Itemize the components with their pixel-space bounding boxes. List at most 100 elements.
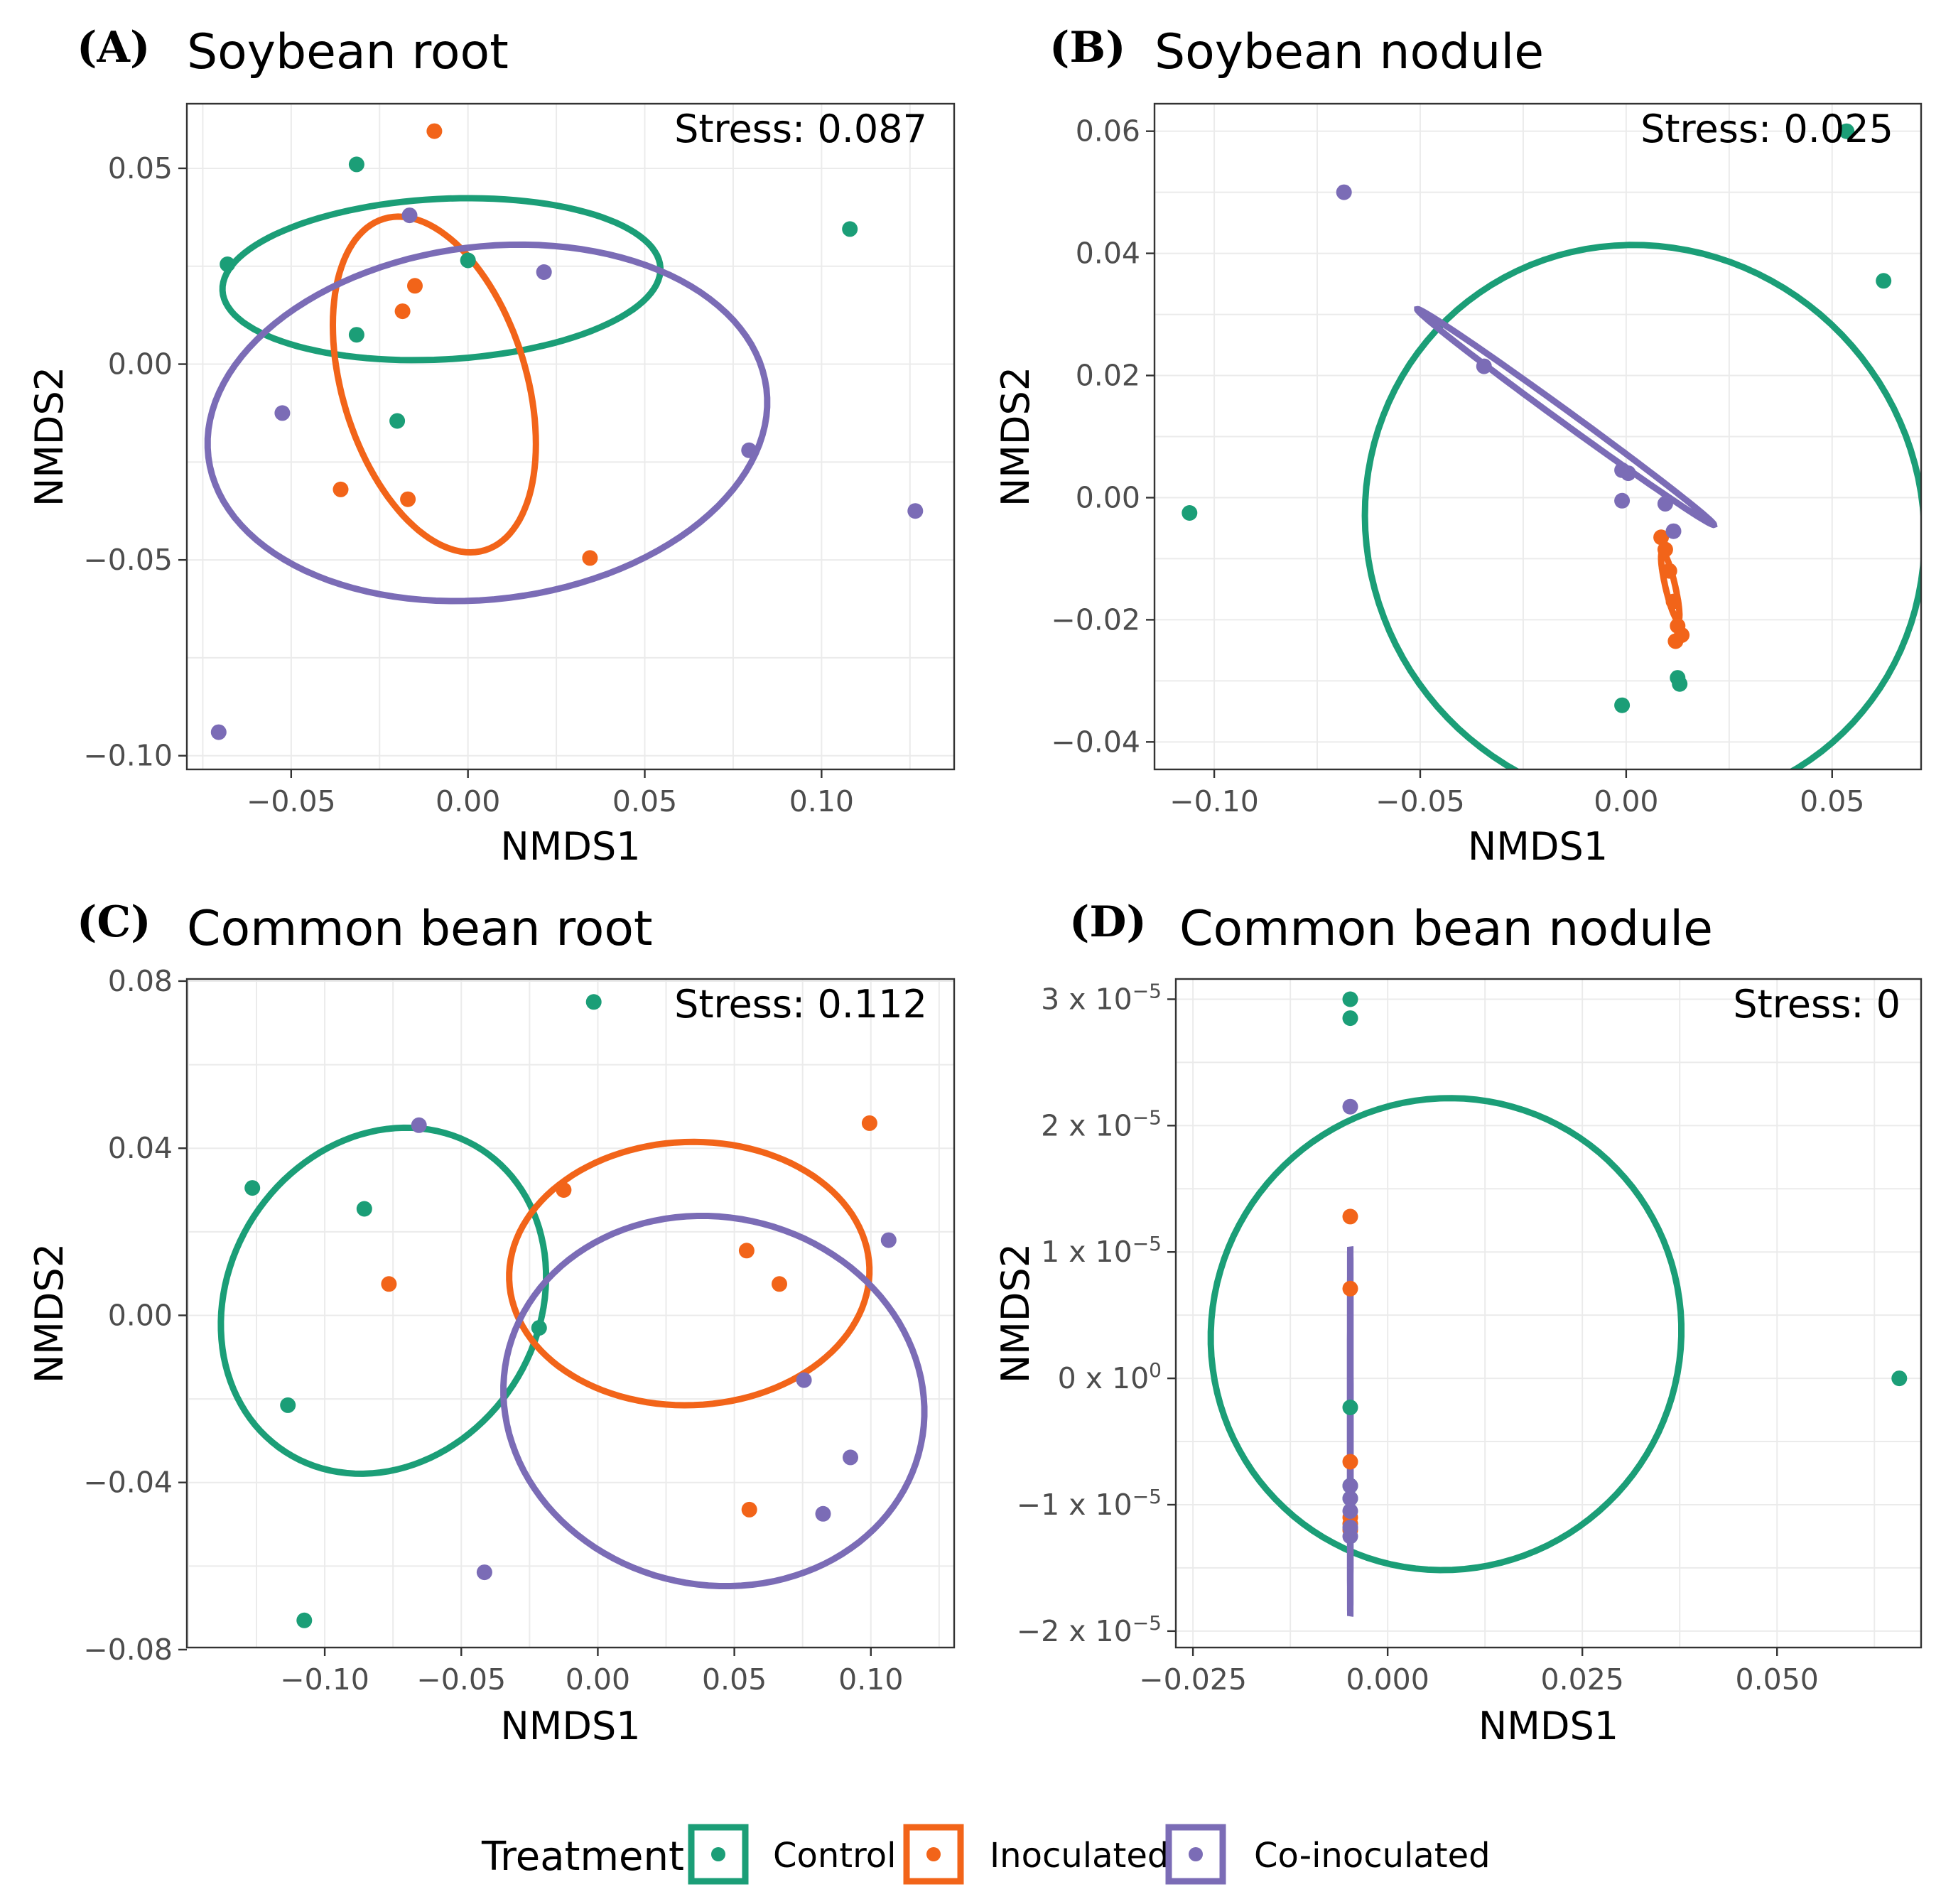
panel-label: (C) xyxy=(77,897,151,947)
x-tick-label: 0.00 xyxy=(1594,784,1658,818)
point-control xyxy=(348,327,364,343)
point-control xyxy=(1876,273,1892,289)
panel-label: (B) xyxy=(1049,23,1126,72)
ellipse-control xyxy=(219,195,664,364)
legend-dot-co-inoculated xyxy=(1189,1847,1203,1861)
y-tick-label: 0.02 xyxy=(1076,359,1140,393)
x-tick-label: 0.05 xyxy=(612,784,677,818)
point-co-inoculated xyxy=(536,264,552,280)
point-control xyxy=(842,221,858,237)
point-inoculated xyxy=(426,123,443,139)
y-tick-label: 0.08 xyxy=(108,964,173,998)
point-inoculated xyxy=(381,1276,397,1292)
point-inoculated xyxy=(400,491,416,507)
panel-label: (D) xyxy=(1069,897,1147,947)
point-inoculated xyxy=(1665,593,1682,610)
point-control xyxy=(1342,1400,1358,1415)
ellipses xyxy=(217,1124,928,1589)
plot-title: Common bean nodule xyxy=(1179,901,1713,957)
y-tick-label: 0.05 xyxy=(108,151,173,185)
ellipses xyxy=(204,195,771,605)
y-tick-label: −1 x 10−5 xyxy=(1017,1485,1162,1522)
point-inoculated xyxy=(332,481,349,497)
legend-key-control xyxy=(688,1824,749,1885)
points xyxy=(1342,991,1908,1545)
x-tick-label: 0.10 xyxy=(789,784,854,818)
y-tick-label: −0.08 xyxy=(83,1633,173,1667)
y-tick-label: −0.04 xyxy=(83,1466,173,1500)
x-tick-label: −0.10 xyxy=(1169,784,1259,818)
y-tick-label: 0.00 xyxy=(108,347,173,382)
plot-frame xyxy=(1153,102,1923,771)
ellipse-co-inoculated xyxy=(204,241,771,605)
x-tick-label: 0.000 xyxy=(1346,1662,1429,1697)
plot-frame xyxy=(1174,978,1923,1649)
point-control xyxy=(585,994,602,1010)
point-inoculated xyxy=(1661,563,1677,579)
point-inoculated xyxy=(582,550,598,566)
point-co-inoculated xyxy=(907,503,924,519)
ellipse-inoculated xyxy=(506,1138,873,1409)
x-tick-label: −0.025 xyxy=(1139,1662,1247,1697)
point-inoculated xyxy=(772,1276,787,1292)
legend-title: Treatment xyxy=(481,1834,684,1880)
ellipse-inoculated xyxy=(329,213,539,556)
point-co-inoculated xyxy=(815,1505,831,1522)
point-inoculated xyxy=(861,1115,877,1131)
grid xyxy=(1155,104,1921,769)
point-co-inoculated xyxy=(1614,492,1631,509)
plot-title: Soybean root xyxy=(187,24,509,80)
plot-title: Soybean nodule xyxy=(1155,24,1544,80)
x-axis-title: NMDS1 xyxy=(500,824,640,869)
point-co-inoculated xyxy=(1336,184,1352,200)
point-inoculated xyxy=(1342,1208,1358,1225)
stress-label: Stress: 0.112 xyxy=(674,982,927,1027)
legend-label: Co-inoculated xyxy=(1254,1836,1491,1876)
x-axis-title: NMDS1 xyxy=(1478,1704,1618,1748)
y-tick-label: −0.10 xyxy=(83,739,173,773)
y-tick-label: 0.04 xyxy=(1076,237,1140,271)
point-control xyxy=(1839,123,1855,139)
ellipse-co-inoculated xyxy=(500,1213,928,1589)
y-tick-label: 0 x 100 xyxy=(1058,1358,1162,1395)
y-tick-label: 3 x 10−5 xyxy=(1041,979,1162,1016)
point-control xyxy=(244,1180,261,1196)
y-tick-label: −0.02 xyxy=(1051,602,1140,637)
x-tick-label: −0.10 xyxy=(280,1662,369,1697)
x-tick-label: 0.00 xyxy=(436,784,500,818)
legend-key-co-inoculated xyxy=(1165,1824,1226,1885)
chart-panel-3: −0.10 −0.05 0.00 0.05 0.10 −0.08 −0.04 0.00 0.04… xyxy=(27,897,956,1748)
point-control xyxy=(356,1201,372,1217)
point-control xyxy=(1672,676,1688,692)
ellipse-co-inoculated xyxy=(1414,305,1718,529)
point-inoculated xyxy=(1342,1454,1358,1470)
y-axis-title: NMDS2 xyxy=(27,1243,72,1383)
y-tick-label: 0.00 xyxy=(108,1298,173,1332)
point-control xyxy=(460,252,476,269)
y-tick-label: 0.04 xyxy=(108,1131,173,1165)
point-co-inoculated xyxy=(880,1232,897,1248)
y-tick-label: −0.05 xyxy=(83,543,173,577)
point-co-inoculated xyxy=(843,1449,858,1466)
point-control xyxy=(296,1612,313,1628)
point-inoculated xyxy=(1342,1280,1358,1297)
ellipse-control xyxy=(217,1124,550,1477)
point-inoculated xyxy=(1674,627,1690,643)
point-control xyxy=(1891,1370,1908,1387)
point-co-inoculated xyxy=(401,207,418,224)
point-co-inoculated xyxy=(274,405,291,421)
point-control xyxy=(1614,697,1631,713)
ellipses xyxy=(1361,242,1921,769)
point-control xyxy=(1342,991,1358,1007)
y-axis-title: NMDS2 xyxy=(27,367,72,507)
stress-label: Stress: 0.025 xyxy=(1640,107,1893,151)
stress-label: Stress: 0.087 xyxy=(674,107,927,151)
point-co-inoculated xyxy=(1476,358,1492,374)
point-co-inoculated xyxy=(1342,1478,1358,1494)
y-tick-label: 0.00 xyxy=(1076,480,1140,514)
point-inoculated xyxy=(556,1182,572,1198)
legend-key-inoculated xyxy=(903,1824,964,1885)
x-tick-label: −0.05 xyxy=(247,784,336,818)
legend: Treatment Control Inoculated Co-inoculated xyxy=(481,1824,1491,1885)
points xyxy=(244,994,897,1628)
